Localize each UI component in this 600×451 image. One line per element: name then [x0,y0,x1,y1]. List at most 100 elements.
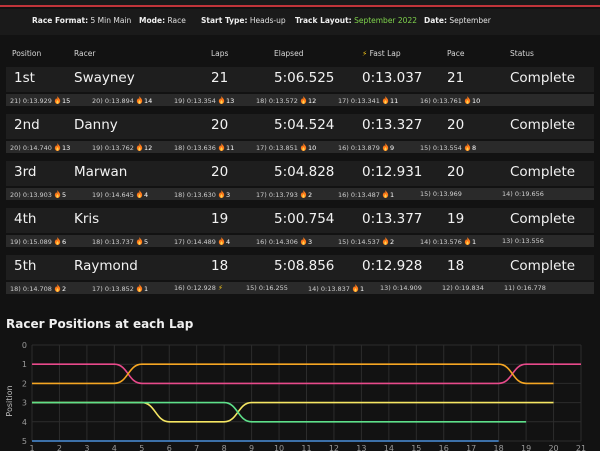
streak-badge: 14 [143,97,153,105]
streak-badge: 3 [307,238,313,246]
result-row: 3rd Marwan 20 5:04.828 0:12.931 20 Complete [6,161,594,186]
streak-badge: 6 [61,238,67,246]
racer-position: 5th [14,258,37,274]
lap-time: 16) 0:13.487 1 [338,190,394,200]
lap-time: 11) 0:16.778 [504,284,546,292]
x-tick-label: 7 [194,444,199,451]
col-position: Position [12,49,42,58]
lap-time-text: 20) 0:14.740 [10,144,52,152]
racer-pace: 19 [447,211,465,227]
racer-elapsed: 5:08.856 [274,258,335,274]
lap-time-text: 16) 0:13.761 [420,97,462,105]
streak-badge: 10 [471,97,481,105]
lap-time: 13) 0:14.909 [380,284,422,292]
fire-icon [54,190,61,200]
fire-icon [136,190,143,200]
lap-time-text: 12) 0:19.834 [442,284,484,292]
lap-time-text: 14) 0:13.576 [420,238,462,246]
x-tick-label: 2 [57,444,62,451]
x-tick-label: 5 [139,444,144,451]
streak-badge: 1 [471,238,477,246]
x-tick-label: 18 [494,444,504,451]
result-row: 2nd Danny 20 5:04.524 0:13.327 20 Complete [6,114,594,139]
fire-icon [218,143,225,153]
lap-time: 20) 0:13.894 14 [92,96,152,106]
streak-badge: 4 [143,191,149,199]
col-laps: Laps [211,49,229,58]
fire-icon [382,96,389,106]
racer-name: Marwan [74,164,128,180]
y-tick-label: 1 [22,360,27,369]
racer-laps: 21 [211,70,229,86]
streak-badge: 11 [225,144,235,152]
racer-fast-lap: 0:13.377 [362,211,423,227]
racer-laps: 18 [211,258,229,274]
fire-icon [300,96,307,106]
racer-fast-lap: 0:13.037 [362,70,423,86]
streak-badge: 15 [61,97,71,105]
racer-elapsed: 5:04.828 [274,164,335,180]
fire-icon [218,190,225,200]
racer-fast-lap: 0:13.327 [362,117,423,133]
lap-times-row: 20) 0:13.903 5 19) 0:14.645 4 18) 0:13.630 3 1… [6,188,594,200]
lap-time: 16) 0:14.306 3 [256,237,312,247]
chart-title: Racer Positions at each Lap [6,317,194,331]
fire-icon [300,190,307,200]
fire-icon [382,143,389,153]
x-tick-label: 13 [356,444,366,451]
streak-badge: 13 [61,144,71,152]
col-pace: Pace [447,49,465,58]
lap-time-text: 15) 0:14.537 [338,238,380,246]
fire-icon [300,237,307,247]
lap-time: 18) 0:13.630 3 [174,190,230,200]
racer-status: Complete [510,211,576,227]
fire-icon [136,284,143,294]
lap-time: 16) 0:12.928 ⚡ [174,284,223,292]
racer-status: Complete [510,258,576,274]
race-format: Race Format: 5 Min Main [32,16,132,25]
lap-time: 15) 0:13.554 8 [420,143,476,153]
lap-time-text: 17) 0:14.489 [174,238,216,246]
lap-time-text: 19) 0:15.089 [10,238,52,246]
lap-times-row: 18) 0:14.708 2 17) 0:13.852 1 16) 0:12.928 ⚡ 1… [6,282,594,294]
x-tick-label: 21 [576,444,586,451]
racer-laps: 20 [211,117,229,133]
racer-name: Danny [74,117,118,133]
lap-time-text: 14) 0:13.837 [308,285,350,293]
lap-time-text: 20) 0:13.894 [92,97,134,105]
lap-time: 16) 0:13.761 10 [420,96,480,106]
lap-time: 16) 0:13.879 9 [338,143,394,153]
lap-time-text: 16) 0:12.928 [174,284,216,292]
lap-time: 14) 0:13.576 1 [420,237,476,247]
x-tick-label: 8 [222,444,227,451]
lap-time-text: 16) 0:14.306 [256,238,298,246]
lap-times-row: 19) 0:15.089 6 18) 0:13.737 5 17) 0:14.489 4 1… [6,235,594,247]
lap-time-text: 18) 0:13.630 [174,191,216,199]
racer-status: Complete [510,70,576,86]
lap-time-text: 14) 0:19.656 [502,190,544,198]
x-tick-label: 10 [274,444,284,451]
racer-pace: 20 [447,164,465,180]
lap-time-text: 21) 0:13.929 [10,97,52,105]
date: Date: September [424,16,491,25]
lap-time: 19) 0:14.645 4 [92,190,148,200]
streak-badge: 2 [307,191,313,199]
racer-status: Complete [510,117,576,133]
col-elapsed: Elapsed [274,49,304,58]
series-line [32,401,554,423]
fire-icon [136,96,143,106]
x-tick-label: 12 [329,444,339,451]
lap-time: 18) 0:13.572 12 [256,96,316,106]
streak-badge: 2 [61,285,67,293]
lap-time-text: 17) 0:13.793 [256,191,298,199]
lap-time: 13) 0:13.556 [502,237,544,245]
fire-icon [54,143,61,153]
fire-icon [300,143,307,153]
mode: Mode: Race [139,16,186,25]
streak-badge: 5 [61,191,67,199]
lap-time: 18) 0:13.737 5 [92,237,148,247]
lap-time: 17) 0:13.852 1 [92,284,148,294]
streak-badge: 4 [225,238,231,246]
fire-icon [136,143,143,153]
